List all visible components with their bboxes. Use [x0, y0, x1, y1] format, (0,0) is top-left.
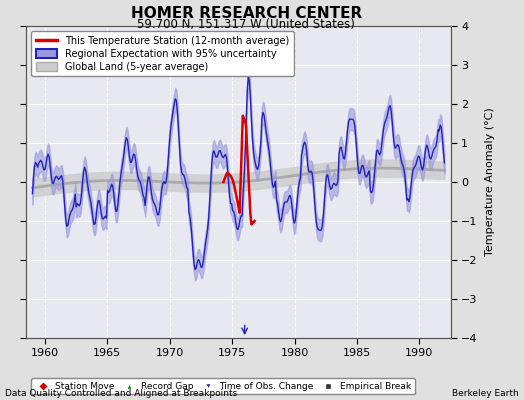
Legend: Station Move, Record Gap, Time of Obs. Change, Empirical Break: Station Move, Record Gap, Time of Obs. C… — [31, 378, 414, 394]
Text: Data Quality Controlled and Aligned at Breakpoints: Data Quality Controlled and Aligned at B… — [5, 389, 237, 398]
Y-axis label: Temperature Anomaly (°C): Temperature Anomaly (°C) — [485, 108, 495, 256]
Text: Berkeley Earth: Berkeley Earth — [452, 389, 519, 398]
Text: HOMER RESEARCH CENTER: HOMER RESEARCH CENTER — [130, 6, 362, 21]
Text: 59.700 N, 151.317 W (United States): 59.700 N, 151.317 W (United States) — [137, 18, 355, 31]
